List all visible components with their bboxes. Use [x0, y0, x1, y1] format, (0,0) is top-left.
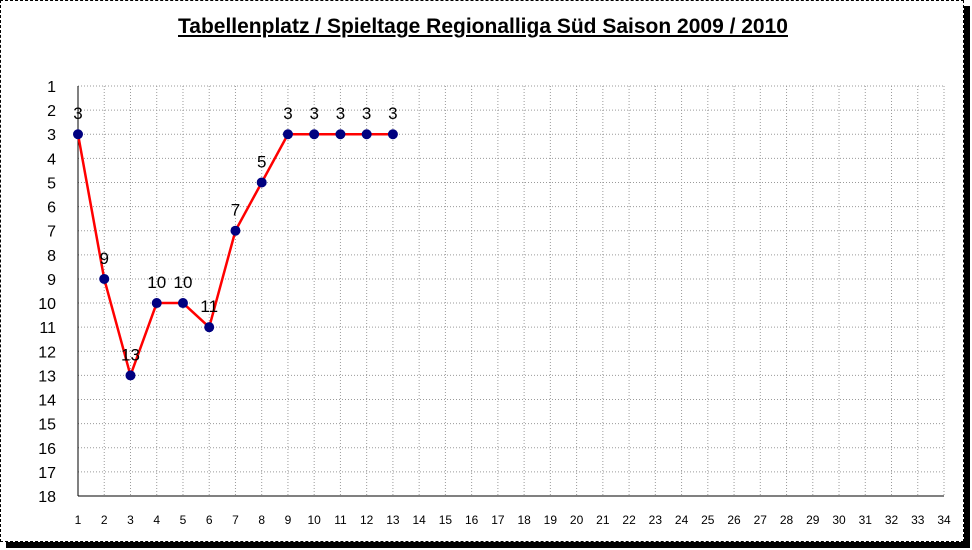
x-tick-label: 8 [258, 513, 265, 527]
data-point [282, 129, 293, 140]
data-point [151, 298, 162, 309]
x-tick-label: 34 [937, 513, 951, 527]
y-tick-label: 14 [38, 393, 56, 410]
y-tick-label: 5 [47, 175, 56, 192]
x-tick-label: 9 [285, 513, 292, 527]
data-label: 3 [336, 104, 345, 123]
data-point [204, 322, 215, 333]
x-tick-label: 31 [859, 513, 873, 527]
x-tick-label: 17 [491, 513, 505, 527]
y-tick-label: 7 [47, 224, 56, 241]
data-point [309, 129, 320, 140]
x-tick-label: 27 [754, 513, 768, 527]
data-point [335, 129, 346, 140]
y-tick-label: 13 [38, 368, 56, 385]
y-tick-label: 16 [38, 441, 56, 458]
x-tick-label: 5 [180, 513, 187, 527]
x-tick-label: 15 [439, 513, 453, 527]
x-tick-label: 21 [596, 513, 610, 527]
data-point [387, 129, 398, 140]
x-tick-label: 1 [75, 513, 82, 527]
x-tick-label: 26 [727, 513, 741, 527]
data-label: 9 [100, 249, 109, 268]
y-tick-label: 6 [47, 200, 56, 217]
x-tick-label: 32 [885, 513, 899, 527]
data-label: 3 [362, 104, 371, 123]
x-tick-label: 7 [232, 513, 239, 527]
x-tick-label: 14 [412, 513, 426, 527]
data-label: 13 [121, 345, 140, 364]
x-tick-label: 24 [675, 513, 689, 527]
data-label: 3 [283, 104, 292, 123]
data-label: 11 [200, 297, 218, 316]
data-point [361, 129, 372, 140]
y-tick-label: 18 [38, 489, 56, 506]
y-tick-label: 11 [39, 320, 56, 337]
data-label: 10 [174, 273, 193, 292]
x-tick-label: 33 [911, 513, 925, 527]
x-tick-label: 2 [101, 513, 108, 527]
data-label: 3 [73, 104, 82, 123]
x-tick-label: 29 [806, 513, 820, 527]
x-tick-label: 12 [360, 513, 374, 527]
data-point [177, 298, 188, 309]
x-tick-label: 11 [334, 513, 347, 527]
x-tick-label: 20 [570, 513, 584, 527]
y-tick-label: 10 [38, 296, 56, 313]
y-tick-label: 15 [38, 417, 56, 434]
data-label: 10 [147, 273, 166, 292]
chart-title: Tabellenplatz / Spieltage Regionalliga S… [178, 15, 788, 38]
x-tick-label: 28 [780, 513, 794, 527]
x-tick-label: 19 [544, 513, 558, 527]
x-tick-label: 16 [465, 513, 479, 527]
y-tick-label: 2 [47, 103, 56, 120]
x-tick-label: 18 [517, 513, 531, 527]
x-tick-label: 3 [127, 513, 134, 527]
data-point [99, 273, 110, 284]
x-tick-label: 13 [386, 513, 400, 527]
y-tick-label: 3 [47, 127, 56, 144]
x-tick-label: 25 [701, 513, 715, 527]
y-tick-label: 4 [47, 151, 56, 168]
x-tick-label: 30 [832, 513, 846, 527]
y-tick-label: 1 [47, 79, 56, 96]
chart-frame: Tabellenplatz / Spieltage Regionalliga S… [0, 0, 964, 542]
y-tick-label: 12 [38, 344, 56, 361]
y-tick-label: 8 [47, 248, 56, 265]
y-tick-label: 17 [38, 465, 56, 482]
data-label: 5 [257, 152, 266, 171]
x-tick-label: 10 [308, 513, 322, 527]
x-tick-label: 4 [153, 513, 160, 527]
data-label: 3 [388, 104, 397, 123]
data-label: 7 [231, 201, 240, 220]
data-point [125, 370, 136, 381]
x-tick-label: 23 [649, 513, 663, 527]
data-label: 3 [309, 104, 318, 123]
data-point [73, 129, 83, 140]
data-point [230, 225, 241, 236]
x-tick-label: 22 [622, 513, 636, 527]
x-tick-label: 6 [206, 513, 213, 527]
data-point [256, 177, 267, 188]
y-tick-label: 9 [47, 272, 56, 289]
